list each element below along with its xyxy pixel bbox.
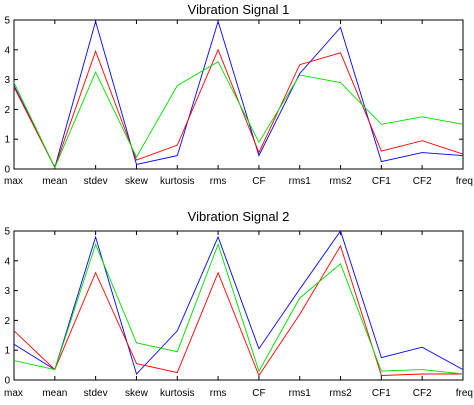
x-tick-label: stdev (84, 176, 108, 187)
x-tick-label: CF2 (413, 176, 432, 187)
x-tick-label: CF2 (413, 388, 432, 399)
x-tick-label: skew (125, 176, 149, 187)
axes-frame (13, 230, 464, 381)
axes-frame (13, 19, 464, 170)
y-tick-label: 4 (4, 256, 10, 267)
y-tick-label: 0 (4, 165, 10, 176)
y-axis: 0 1 2 3 4 5 (4, 16, 463, 176)
subplot-vibration-signal-2: Vibration Signal 2 0 1 2 3 4 5 max mean stdev sk… (4, 209, 473, 399)
x-tick-label: CF (252, 176, 265, 187)
x-tick-label: rms2 (329, 176, 352, 187)
plot-lines (13, 230, 464, 377)
x-tick-label: freq (456, 388, 473, 399)
subplot-vibration-signal-1: Vibration Signal 1 0 1 2 3 4 5 max mean stdev sk… (4, 2, 473, 187)
x-tick-label: max (4, 176, 23, 187)
x-tick-label: rms1 (289, 176, 312, 187)
x-tick-label: mean (42, 388, 67, 399)
series-line-1 (13, 230, 464, 375)
x-tick-label: freq (456, 176, 473, 187)
x-tick-label: CF1 (372, 388, 391, 399)
chart-title: Vibration Signal 2 (188, 209, 290, 224)
y-tick-label: 3 (4, 286, 10, 297)
y-tick-label: 3 (4, 75, 10, 86)
x-tick-label: rms2 (329, 388, 352, 399)
y-tick-label: 5 (4, 16, 10, 27)
x-tick-label: mean (42, 176, 67, 187)
y-tick-label: 1 (4, 346, 10, 357)
x-axis: max mean stdev skew kurtosis rms CF rms1 rms2 CF1… (4, 20, 473, 187)
x-axis: max mean stdev skew kurtosis rms CF rms1 rms2 CF1… (4, 231, 473, 399)
chart-title: Vibration Signal 1 (188, 2, 290, 17)
series-line-2 (13, 244, 463, 377)
x-tick-label: CF1 (372, 176, 391, 187)
x-tick-label: CF (252, 388, 265, 399)
series-line-3 (13, 61, 464, 169)
y-tick-label: 5 (4, 227, 10, 238)
x-tick-label: skew (125, 388, 149, 399)
y-axis: 0 1 2 3 4 5 (4, 227, 463, 387)
series-line-3 (13, 243, 464, 375)
y-tick-label: 4 (4, 45, 10, 56)
x-tick-label: rms (210, 176, 227, 187)
plot-lines (13, 19, 464, 169)
x-tick-label: rms (210, 388, 227, 399)
y-tick-label: 2 (4, 105, 10, 116)
y-tick-label: 0 (4, 376, 10, 387)
y-tick-label: 1 (4, 135, 10, 146)
x-tick-label: max (4, 388, 23, 399)
series-line-2 (13, 48, 464, 169)
series-line-1 (13, 19, 464, 169)
x-tick-label: rms1 (289, 388, 312, 399)
x-tick-label: kurtosis (160, 176, 194, 187)
x-tick-label: kurtosis (160, 388, 194, 399)
y-tick-label: 2 (4, 316, 10, 327)
x-tick-label: stdev (84, 388, 108, 399)
